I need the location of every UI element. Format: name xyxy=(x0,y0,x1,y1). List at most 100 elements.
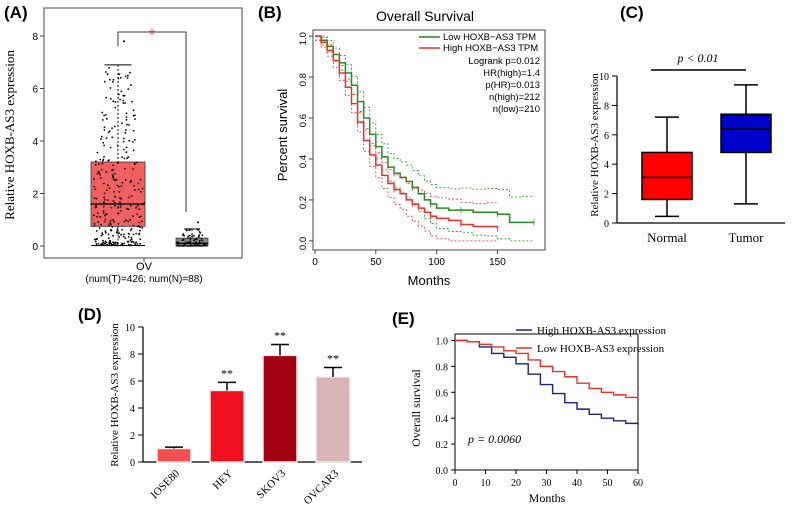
a-data-point xyxy=(198,231,201,233)
b-ytick-label: 1.0 xyxy=(298,32,309,45)
b-xtick-label: 0 xyxy=(312,257,318,268)
a-data-point xyxy=(201,239,204,242)
a-data-point xyxy=(187,245,189,247)
a-data-point xyxy=(120,197,123,200)
e-xtick-label: 60 xyxy=(633,478,643,489)
e-xtick-label: 0 xyxy=(453,478,458,489)
a-data-point xyxy=(99,216,101,218)
a-data-point xyxy=(119,209,122,212)
a-data-point xyxy=(127,196,130,199)
d-sig-mark: ** xyxy=(327,352,339,366)
a-data-point xyxy=(138,244,141,247)
a-sig-star: * xyxy=(149,27,155,44)
a-data-point xyxy=(112,219,114,221)
a-data-point xyxy=(127,232,130,235)
a-data-point xyxy=(122,99,125,102)
panel-a-xsub: (num(T)=426; num(N)=88) xyxy=(85,274,202,285)
a-data-point xyxy=(102,209,105,212)
a-data-point xyxy=(143,202,146,204)
a-data-point xyxy=(127,236,130,238)
legend-low-expr-label: Low HOXB-AS3 expression xyxy=(537,343,665,355)
a-data-point xyxy=(134,114,136,117)
a-data-point xyxy=(193,239,196,242)
a-data-point xyxy=(109,87,112,89)
a-data-point xyxy=(107,233,110,236)
a-data-point xyxy=(103,192,106,195)
a-data-point xyxy=(121,243,124,245)
a-data-point xyxy=(133,139,136,141)
a-data-point xyxy=(122,140,125,143)
a-data-point xyxy=(189,244,191,247)
c-xtick-label: Tumor xyxy=(729,230,765,245)
a-data-point xyxy=(90,203,93,206)
b-xtick-label: 100 xyxy=(428,257,445,268)
a-data-point xyxy=(105,213,107,216)
a-data-point xyxy=(132,129,135,132)
a-data-point xyxy=(101,243,104,246)
a-ytick-label: 4 xyxy=(32,137,38,148)
a-data-point xyxy=(134,118,136,120)
a-data-point xyxy=(125,116,128,119)
a-data-point xyxy=(128,139,131,142)
a-data-point xyxy=(110,242,113,245)
a-data-point xyxy=(113,172,116,175)
a-data-point xyxy=(109,219,112,222)
a-data-point xyxy=(130,228,133,230)
a-data-point xyxy=(113,204,116,207)
a-data-point xyxy=(103,144,105,147)
a-data-point xyxy=(114,195,116,198)
a-data-point xyxy=(111,81,114,83)
a-data-point xyxy=(104,218,107,221)
a-data-point xyxy=(141,220,143,223)
a-data-point xyxy=(113,125,116,128)
a-data-point xyxy=(112,178,115,181)
a-data-point xyxy=(104,214,106,217)
a-data-point xyxy=(135,161,138,164)
d-ytick-label: 8 xyxy=(130,350,135,361)
a-data-point xyxy=(95,244,98,247)
a-data-point xyxy=(191,235,194,238)
a-data-point xyxy=(93,185,96,188)
b-ytick-label: 0.2 xyxy=(298,196,309,209)
stat-nlow: n(low)=210 xyxy=(493,104,540,115)
a-data-point xyxy=(119,98,121,101)
a-data-point xyxy=(102,141,105,144)
a-data-point xyxy=(93,222,96,225)
a-data-point xyxy=(138,221,141,224)
legend-low-label: Low HOXB−AS3 TPM xyxy=(443,32,536,43)
a-data-point xyxy=(128,124,130,126)
e-xtick-label: 20 xyxy=(511,478,521,489)
a-data-point xyxy=(123,242,126,245)
a-data-point xyxy=(198,241,200,244)
a-data-point xyxy=(103,198,106,201)
d-bar-skov3 xyxy=(262,354,298,463)
a-data-point xyxy=(126,240,129,243)
a-data-point xyxy=(198,239,201,242)
e-ytick-label: 0.0 xyxy=(436,466,449,477)
a-data-point xyxy=(101,162,104,165)
a-data-point xyxy=(131,100,133,103)
a-data-point xyxy=(188,234,191,237)
a-data-point xyxy=(105,117,108,120)
panel-e-ylabel: Overall survival xyxy=(409,369,423,447)
a-data-point xyxy=(184,243,187,246)
panel-d-ylabel: Relative HOXB-AS3 expression xyxy=(109,323,121,467)
a-data-point xyxy=(113,190,115,193)
a-data-point xyxy=(108,222,111,224)
a-data-point xyxy=(138,233,140,236)
a-data-point xyxy=(103,126,106,129)
a-data-point xyxy=(100,135,103,138)
panel-b: (B) Overall Survival Percent survival 0 5… xyxy=(258,3,546,288)
b-ci-upper-1 xyxy=(315,35,498,204)
a-data-point xyxy=(136,243,139,245)
a-data-point xyxy=(104,231,107,234)
a-data-point xyxy=(134,243,137,246)
a-data-point xyxy=(118,93,120,96)
a-data-point xyxy=(106,243,108,246)
a-data-point xyxy=(108,159,110,162)
a-data-point xyxy=(114,244,117,247)
a-data-point xyxy=(136,203,139,206)
e-xtick-label: 40 xyxy=(572,478,582,489)
a-data-point xyxy=(129,204,132,207)
a-data-point xyxy=(193,234,195,237)
